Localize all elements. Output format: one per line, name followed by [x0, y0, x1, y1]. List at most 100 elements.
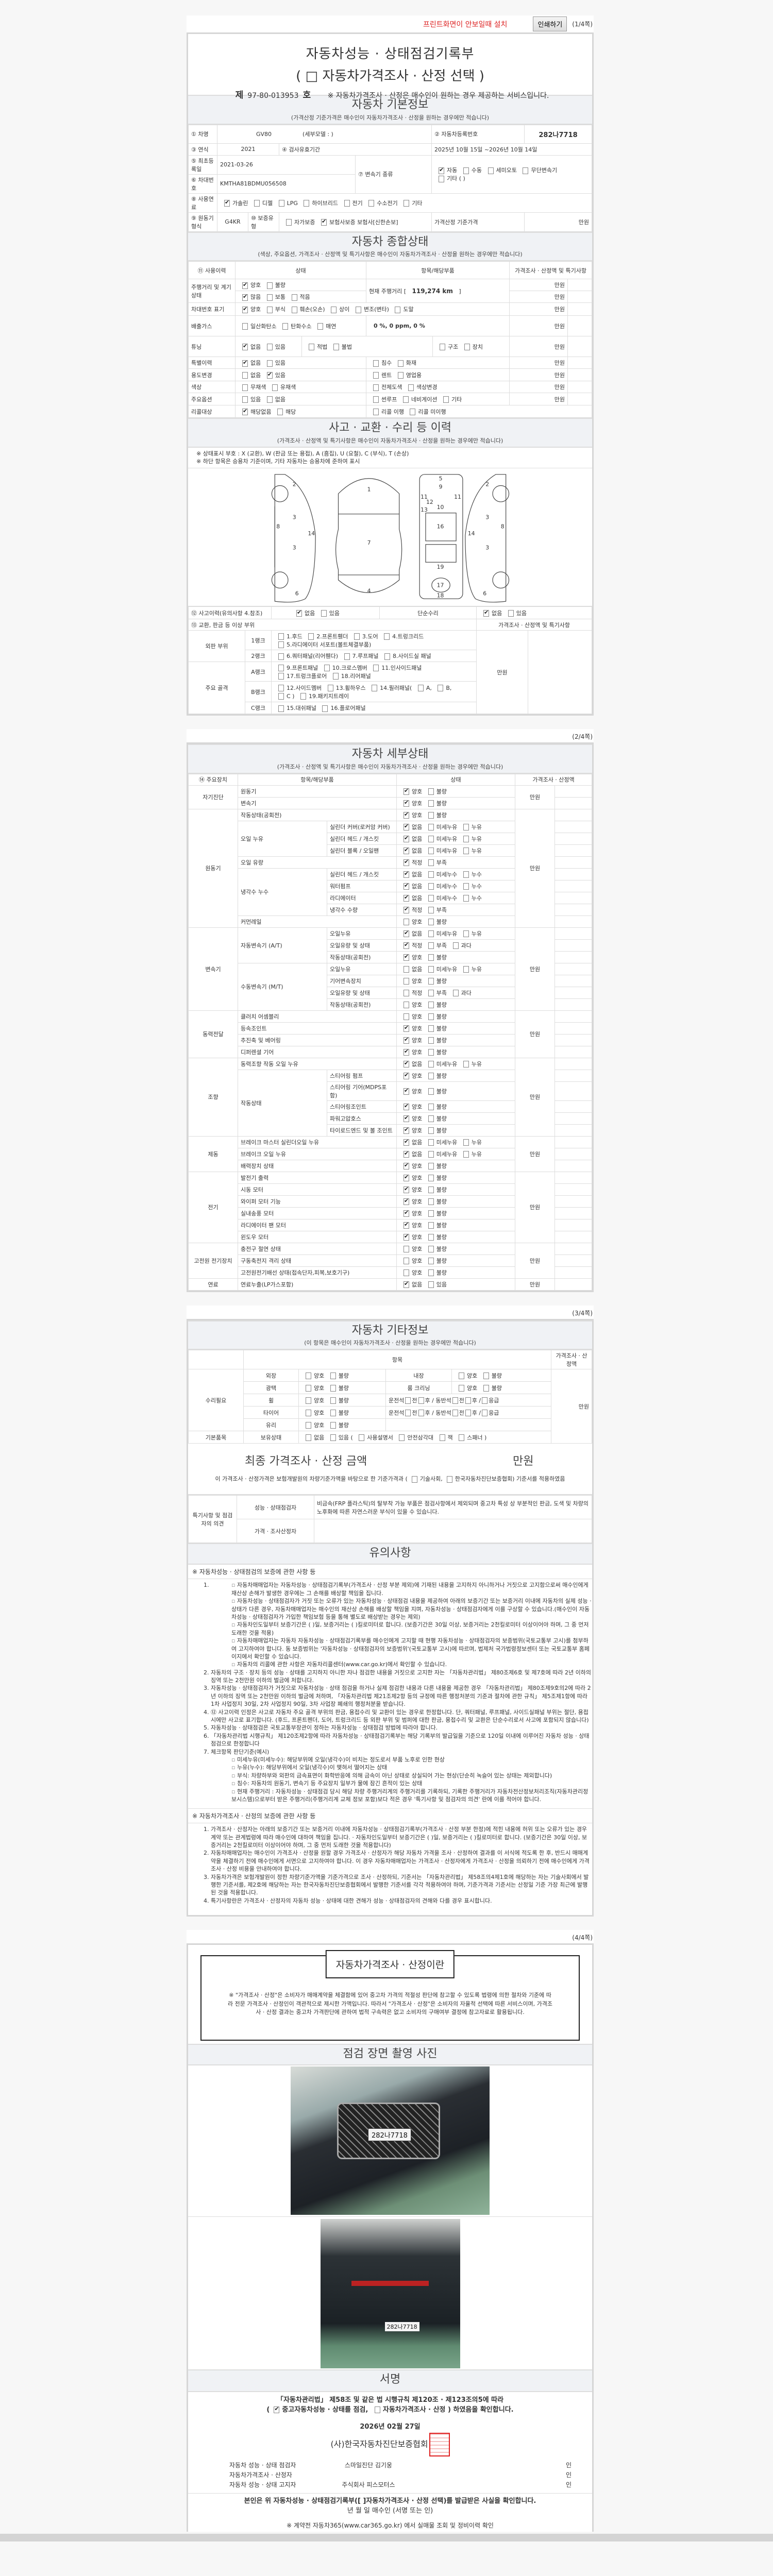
checkbox[interactable]	[404, 799, 409, 807]
checkbox[interactable]	[321, 218, 327, 226]
tuning-legal-options[interactable]: 적법 불법	[301, 336, 433, 357]
option[interactable]: 양호	[399, 1162, 422, 1170]
checkbox[interactable]	[278, 665, 284, 672]
option[interactable]: 불량	[326, 1421, 349, 1429]
option[interactable]: 양호	[399, 1268, 422, 1277]
status-options[interactable]: 양호 불량	[396, 785, 515, 798]
option[interactable]: 불량	[424, 1036, 447, 1044]
option[interactable]: 4.트렁크리드	[380, 632, 424, 640]
checkbox[interactable]	[428, 942, 434, 950]
checkbox[interactable]	[404, 1162, 409, 1170]
install-print-link[interactable]: 프린트화면이 안보일때 설치	[423, 20, 508, 29]
option[interactable]: 일산화탄소	[238, 322, 277, 330]
checkbox[interactable]	[330, 1434, 336, 1442]
option[interactable]: 누유	[459, 1150, 482, 1158]
checkbox[interactable]	[428, 990, 434, 997]
checkbox[interactable]	[428, 1281, 434, 1289]
tuning-type-options[interactable]: 구조 장치	[432, 336, 510, 357]
checkbox[interactable]	[428, 930, 434, 938]
option[interactable]: 양호	[399, 1012, 422, 1021]
emission-options[interactable]: 일산화탄소 탄화수소 매연	[235, 315, 366, 336]
option[interactable]: 양호	[301, 1396, 324, 1404]
glass-options[interactable]: 양호 불량	[298, 1418, 386, 1432]
option[interactable]: 불량	[424, 1001, 447, 1009]
option[interactable]: 양호	[399, 1103, 422, 1111]
option[interactable]: 있음	[424, 1280, 447, 1289]
checkbox[interactable]	[373, 360, 379, 367]
checkbox[interactable]	[404, 1138, 409, 1146]
checkbox[interactable]	[278, 200, 284, 207]
option[interactable]: 10.크로스멤버	[320, 664, 367, 672]
checkbox[interactable]	[404, 941, 409, 950]
option[interactable]: 있음	[263, 343, 285, 351]
vin-mark-options[interactable]: 양호 부식 훼손(오손) 상이 변조(변타) 도말	[235, 302, 510, 316]
checkbox[interactable]	[428, 859, 434, 867]
option[interactable]: 없음	[399, 929, 422, 938]
meter-state[interactable]: 양호 불량	[235, 279, 366, 291]
option[interactable]: 16.플로어패널	[318, 704, 366, 712]
rank-2-parts[interactable]: 6.쿼터패널(리어휀다) 7.루프패널 8.사이드실 패널	[271, 650, 477, 663]
checkbox[interactable]	[333, 344, 339, 350]
status-options[interactable]: 없음 미세누수 누수	[396, 879, 515, 892]
status-options[interactable]: 양호 불량	[396, 1081, 515, 1101]
checkbox[interactable]	[428, 1073, 434, 1080]
option[interactable]: 미세누수	[424, 882, 457, 890]
checkbox[interactable]	[417, 685, 424, 692]
checkbox[interactable]	[306, 1422, 311, 1429]
checkbox[interactable]	[428, 978, 434, 985]
checkbox[interactable]	[459, 1385, 464, 1392]
option[interactable]: 네비게이션	[399, 395, 437, 403]
checkbox[interactable]	[404, 1269, 409, 1277]
option[interactable]: 있음	[238, 395, 261, 403]
option[interactable]: B,	[433, 685, 451, 692]
checkbox[interactable]	[278, 685, 284, 692]
option[interactable]: 적음	[288, 293, 310, 301]
checkbox[interactable]	[395, 306, 401, 313]
status-options[interactable]: 양호 불량	[396, 1033, 515, 1046]
status-options[interactable]: 양호 불량	[396, 1124, 515, 1137]
checkbox[interactable]	[404, 1280, 409, 1289]
option[interactable]: 불량	[424, 1087, 447, 1095]
color-options[interactable]: 무채색 유채색	[235, 381, 366, 393]
checkbox[interactable]	[274, 2405, 280, 2414]
option[interactable]: 디젤	[250, 199, 273, 207]
checkbox[interactable]	[309, 344, 314, 350]
checkbox[interactable]	[242, 343, 248, 350]
checkbox[interactable]	[440, 344, 445, 350]
option[interactable]: 없음	[399, 823, 422, 831]
checkbox[interactable]	[330, 1372, 336, 1380]
option[interactable]: 침수	[369, 359, 392, 367]
tire-position-options[interactable]: 운전석 전 후 / 동반석 전 후 / 응급	[385, 1406, 551, 1419]
option[interactable]: 불량	[424, 918, 447, 926]
status-options[interactable]: 양호 불량	[396, 1242, 515, 1255]
option[interactable]: 변조(변타)	[351, 305, 389, 313]
checkbox[interactable]	[404, 919, 409, 926]
option[interactable]: 양호	[399, 1245, 422, 1253]
option[interactable]: 18.리어패널	[329, 672, 371, 680]
checkbox[interactable]	[359, 1434, 365, 1442]
option[interactable]: 불량	[424, 1221, 447, 1229]
option[interactable]: 양호	[399, 1257, 422, 1265]
status-options[interactable]: 없음 미세누유 누유	[396, 927, 515, 940]
option[interactable]: 무단변속기	[518, 166, 557, 174]
option[interactable]: 양호	[399, 1072, 422, 1080]
checkbox[interactable]	[404, 1209, 409, 1217]
checkbox[interactable]	[330, 1397, 336, 1404]
checkbox[interactable]	[428, 883, 434, 890]
checkbox[interactable]	[428, 836, 434, 843]
checkbox[interactable]	[242, 281, 248, 289]
checkbox[interactable]	[404, 1174, 409, 1182]
interior-options[interactable]: 양호 불량	[451, 1369, 551, 1382]
checkbox[interactable]	[404, 1087, 409, 1095]
checkbox[interactable]	[428, 1115, 434, 1123]
checkbox[interactable]	[331, 306, 337, 313]
checkbox[interactable]	[408, 384, 414, 391]
main-option-items[interactable]: 썬루프 네비게이션 기타	[366, 393, 510, 405]
checkbox[interactable]	[404, 787, 409, 795]
checkbox[interactable]	[372, 685, 378, 692]
option[interactable]: 17.트렁크플로어	[274, 672, 327, 680]
checkbox[interactable]	[404, 906, 409, 914]
tire-options[interactable]: 양호 불량	[298, 1406, 386, 1419]
option[interactable]: 과다	[449, 989, 472, 997]
checkbox[interactable]	[373, 372, 379, 379]
